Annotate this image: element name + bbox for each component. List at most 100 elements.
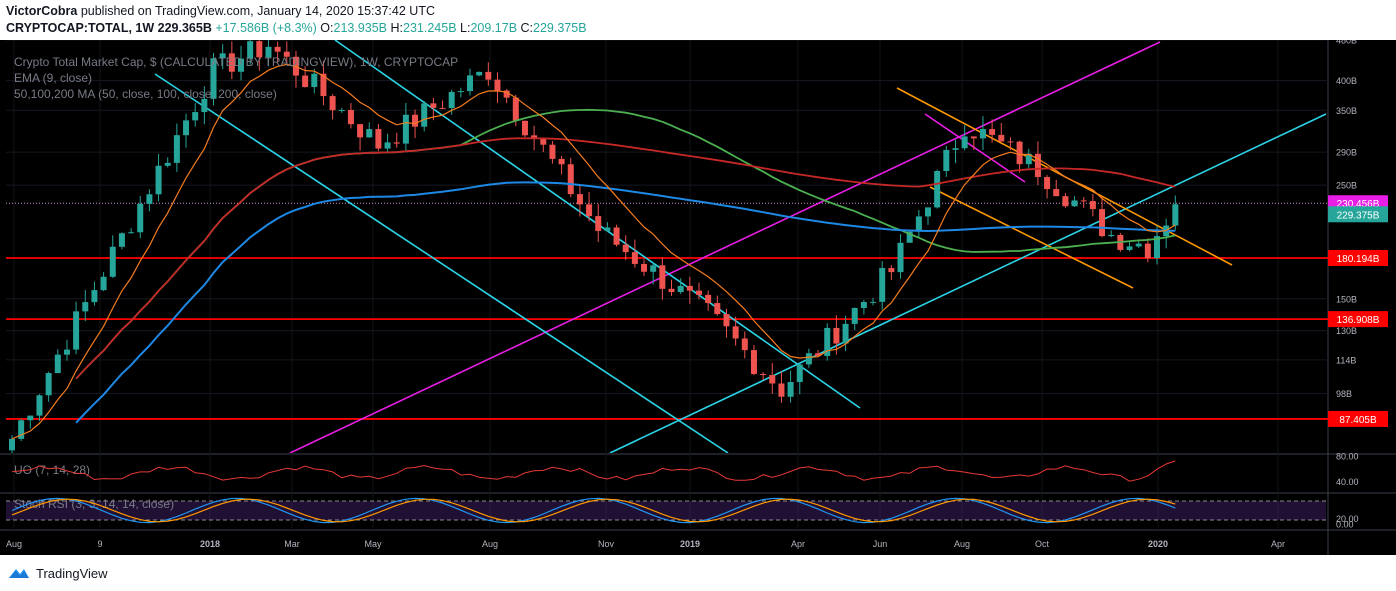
price-tag-label: 180.194B	[1337, 254, 1380, 265]
symbol: CRYPTOCAP:TOTAL, 1W	[6, 21, 155, 35]
y-tick-label: 98B	[1336, 389, 1352, 399]
candle	[164, 162, 171, 166]
footer: TradingView	[8, 563, 108, 583]
candle	[586, 204, 593, 217]
candle	[155, 165, 162, 195]
candle	[769, 375, 776, 384]
candle	[897, 242, 904, 273]
candle	[338, 110, 345, 112]
price-tag-label: 136.908B	[1337, 315, 1380, 326]
candle	[1044, 177, 1051, 190]
x-tick-label: Mar	[284, 539, 300, 549]
candle	[265, 46, 272, 58]
candle	[668, 288, 675, 293]
ma-legend: 50,100,200 MA (50, close, 100, close, 20…	[14, 87, 277, 101]
candle	[91, 290, 98, 303]
price-chart[interactable]: 480B 400B 350B 290B 250B 150B 130B 114B 98B Aug 9 2…	[0, 40, 1396, 555]
candle	[805, 353, 812, 365]
stoch-k-line	[11, 497, 1176, 524]
candle	[750, 350, 757, 375]
candle	[219, 53, 226, 59]
candle	[778, 383, 785, 397]
x-tick-label: May	[364, 539, 382, 549]
candle	[1053, 189, 1060, 197]
candle	[1080, 200, 1087, 202]
candle	[787, 382, 794, 397]
candle	[146, 194, 153, 204]
candle	[686, 285, 693, 291]
candle	[228, 53, 235, 72]
candle	[503, 90, 510, 98]
open-value: 213.935B	[333, 21, 388, 35]
candle	[311, 73, 318, 87]
candle	[402, 114, 409, 144]
candle	[696, 290, 702, 295]
candle	[128, 232, 135, 234]
candle	[439, 107, 446, 109]
x-tick-label: 2018	[200, 539, 220, 549]
candle	[732, 326, 739, 339]
candle	[1025, 153, 1032, 165]
y-tick-label: 114B	[1336, 355, 1356, 365]
candle	[109, 246, 116, 277]
ema9-line	[11, 63, 1176, 440]
candle	[622, 244, 629, 253]
stoch-d-line	[11, 498, 1176, 523]
candle	[18, 420, 25, 439]
candle	[485, 71, 492, 80]
candle	[860, 302, 867, 309]
y-tick-label: 130B	[1336, 326, 1357, 336]
ohlc-line: CRYPTOCAP:TOTAL, 1W 229.365B +17.586B (+…	[6, 21, 587, 35]
low-label: L:	[460, 21, 471, 35]
candle	[1154, 236, 1160, 259]
candle	[73, 311, 80, 350]
uo-legend: UO (7, 14, 28)	[14, 463, 90, 477]
close-value: 229.375B	[533, 21, 587, 35]
tradingview-logo-icon[interactable]	[8, 566, 30, 580]
candle	[100, 276, 107, 291]
candle	[714, 303, 721, 315]
ma100-line	[75, 137, 1176, 380]
candle	[531, 135, 538, 139]
candle	[934, 171, 941, 208]
candle	[329, 96, 336, 111]
candle	[494, 79, 501, 91]
candle	[833, 327, 840, 344]
last-price: 229.365B	[157, 21, 212, 35]
candle	[888, 268, 895, 273]
candle	[366, 129, 373, 138]
candle	[457, 91, 464, 93]
candle	[256, 41, 263, 58]
magenta-trendline	[289, 41, 1161, 453]
candle	[796, 364, 803, 383]
x-tick-label: Aug	[954, 539, 970, 549]
candle	[82, 302, 89, 312]
brand-label[interactable]: TradingView	[36, 565, 108, 581]
y-tick-label: 350B	[1336, 106, 1357, 116]
chart-area[interactable]: 480B 400B 350B 290B 250B 150B 130B 114B 98B Aug 9 2…	[0, 40, 1396, 555]
candle	[989, 129, 996, 135]
candle	[283, 51, 290, 57]
x-tick-label: 2020	[1148, 539, 1168, 549]
candle	[879, 268, 886, 302]
stoch-tick-label: 0.00	[1336, 520, 1354, 530]
candle	[512, 97, 519, 121]
candle	[1071, 200, 1078, 207]
candle	[604, 227, 611, 231]
stoch-band	[6, 501, 1326, 520]
candle	[1089, 201, 1096, 210]
x-tick-label: Aug	[482, 539, 498, 549]
candle	[741, 338, 748, 351]
orange-channel-bottom	[929, 186, 1134, 289]
uo-line	[11, 460, 1176, 482]
y-tick-label: 400B	[1336, 76, 1357, 86]
price-tag	[1328, 410, 1388, 427]
author[interactable]: VictorCobra	[6, 4, 78, 18]
price-tag-label: 229.375B	[1337, 210, 1380, 221]
price-tag	[1328, 249, 1388, 266]
candle	[631, 252, 638, 264]
candle	[467, 75, 473, 92]
x-tick-label: Apr	[791, 539, 805, 549]
publish-info: published on TradingView.com, January 14…	[80, 4, 435, 18]
candle	[549, 144, 556, 159]
